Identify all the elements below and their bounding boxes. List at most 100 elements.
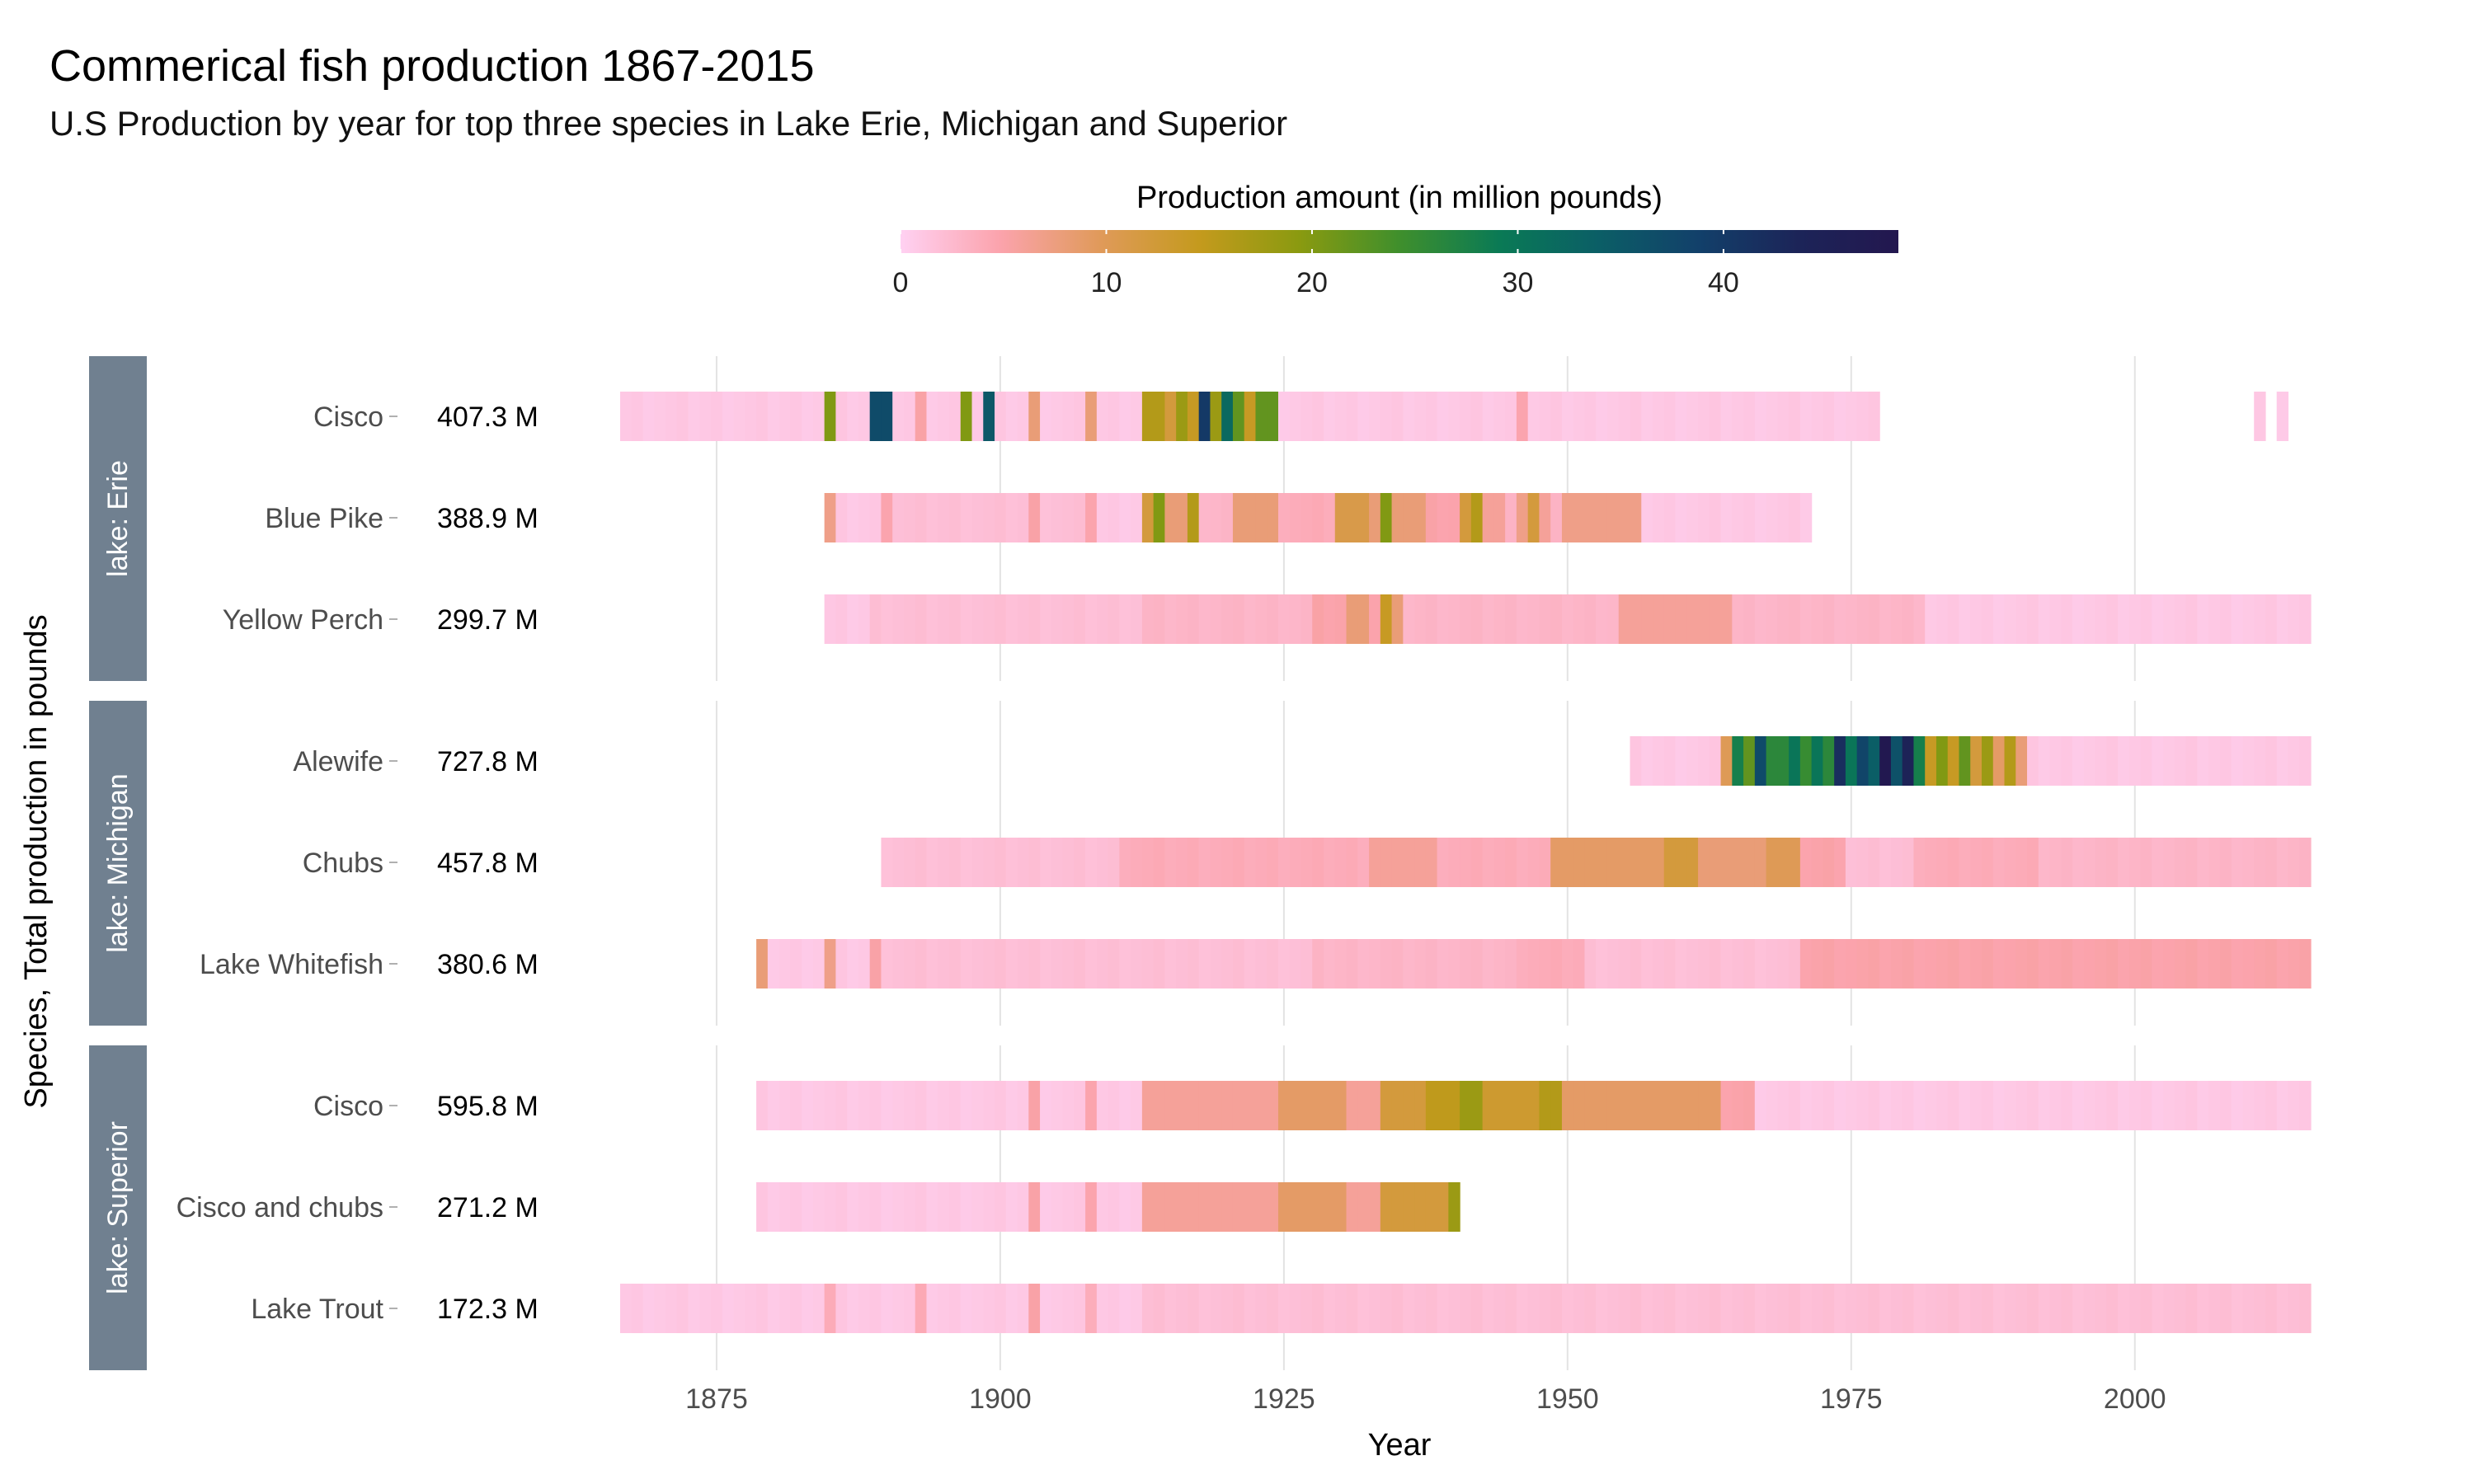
heatmap-cell bbox=[892, 392, 905, 441]
heatmap-row: Chubs 457.8 M bbox=[303, 838, 2312, 887]
heatmap-cell bbox=[1051, 1284, 1064, 1333]
heatmap-cell bbox=[1584, 594, 1597, 644]
heatmap-cell bbox=[1789, 736, 1801, 786]
heatmap-cell bbox=[1527, 838, 1540, 887]
heatmap-cell bbox=[1754, 594, 1767, 644]
legend-tick-label: 30 bbox=[1503, 267, 1534, 298]
total-production-label: 271.2 M bbox=[437, 1192, 539, 1223]
heatmap-cell bbox=[938, 1284, 950, 1333]
heatmap-cell bbox=[1085, 939, 1098, 989]
heatmap-cell bbox=[2118, 939, 2130, 989]
heatmap-cell bbox=[1414, 1182, 1427, 1232]
heatmap-cell bbox=[1879, 594, 1892, 644]
heatmap-cell bbox=[642, 392, 655, 441]
heatmap-cell bbox=[1856, 1081, 1870, 1130]
heatmap-cell bbox=[1141, 939, 1155, 989]
heatmap-cell bbox=[1732, 594, 1744, 644]
heatmap-cell bbox=[1709, 392, 1722, 441]
heatmap-cell bbox=[1005, 594, 1018, 644]
heatmap-cell bbox=[1550, 594, 1563, 644]
heatmap-cell bbox=[1630, 594, 1642, 644]
heatmap-cell bbox=[881, 594, 893, 644]
heatmap-cell bbox=[1550, 493, 1563, 542]
heatmap-cell bbox=[1131, 1182, 1143, 1232]
heatmap-cell bbox=[1823, 594, 1835, 644]
heatmap-cell bbox=[654, 392, 666, 441]
heatmap-cell bbox=[1686, 493, 1699, 542]
legend: Production amount (in million pounds) 0 1… bbox=[893, 181, 1898, 298]
heatmap-cell bbox=[2231, 594, 2244, 644]
heatmap-cell bbox=[915, 939, 928, 989]
heatmap-cell bbox=[666, 392, 678, 441]
heatmap-cell bbox=[1221, 1081, 1234, 1130]
heatmap-cell bbox=[688, 1284, 700, 1333]
heatmap-cell bbox=[812, 1284, 825, 1333]
heatmap-cell bbox=[1300, 1081, 1313, 1130]
heatmap-cell bbox=[1754, 838, 1767, 887]
heatmap-cell bbox=[1244, 838, 1257, 887]
heatmap-cell bbox=[767, 1284, 780, 1333]
heatmap-cell bbox=[1085, 493, 1098, 542]
heatmap-cell bbox=[733, 1284, 745, 1333]
heatmap-cell bbox=[1606, 1081, 1620, 1130]
heatmap-cell bbox=[1868, 838, 1880, 887]
heatmap-cell bbox=[1766, 1284, 1778, 1333]
heatmap-cell bbox=[1153, 1182, 1165, 1232]
heatmap-cell bbox=[1879, 838, 1892, 887]
species-label: Alewife bbox=[293, 746, 383, 777]
heatmap-cell bbox=[1460, 1081, 1472, 1130]
heatmap-cell bbox=[1493, 1284, 1506, 1333]
heatmap-cell bbox=[1017, 939, 1029, 989]
heatmap-cell bbox=[1221, 838, 1234, 887]
heatmap-cell bbox=[1357, 594, 1370, 644]
heatmap-cell bbox=[1176, 1081, 1188, 1130]
heatmap-cell bbox=[1277, 838, 1291, 887]
heatmap-cell bbox=[676, 392, 689, 441]
heatmap-cell bbox=[1357, 1182, 1370, 1232]
heatmap-cell bbox=[938, 1182, 950, 1232]
heatmap-cell bbox=[1040, 594, 1052, 644]
heatmap-cell bbox=[2118, 1081, 2130, 1130]
heatmap-cell bbox=[1630, 1284, 1642, 1333]
heatmap-cell bbox=[1618, 1284, 1631, 1333]
heatmap-cell bbox=[892, 1284, 905, 1333]
heatmap-cell bbox=[971, 939, 984, 989]
heatmap-cell bbox=[1630, 493, 1642, 542]
heatmap-cell bbox=[869, 392, 882, 441]
heatmap-cell bbox=[1470, 392, 1484, 441]
heatmap-cell bbox=[1663, 392, 1677, 441]
heatmap-cell bbox=[2015, 939, 2028, 989]
heatmap-cell bbox=[2049, 736, 2062, 786]
heatmap-cell bbox=[1573, 493, 1586, 542]
species-label: Blue Pike bbox=[265, 503, 383, 534]
heatmap-cell bbox=[1153, 594, 1165, 644]
heatmap-cell bbox=[948, 493, 962, 542]
heatmap-cell bbox=[1108, 1284, 1120, 1333]
heatmap-cell bbox=[1698, 493, 1710, 542]
heatmap-cell bbox=[1584, 838, 1597, 887]
heatmap-cell bbox=[745, 392, 757, 441]
heatmap-cell bbox=[1766, 493, 1778, 542]
heatmap-cell bbox=[2174, 1081, 2187, 1130]
heatmap-cell bbox=[1289, 939, 1302, 989]
heatmap-cell bbox=[1403, 1182, 1415, 1232]
heatmap-cell bbox=[1346, 493, 1358, 542]
heatmap-cell bbox=[1346, 1081, 1358, 1130]
heatmap-cell bbox=[2106, 939, 2119, 989]
heatmap-cell bbox=[1425, 594, 1438, 644]
heatmap-cell bbox=[2197, 594, 2209, 644]
heatmap-cell bbox=[2106, 1284, 2119, 1333]
heatmap-cell bbox=[1516, 838, 1529, 887]
heatmap-cell bbox=[2083, 736, 2096, 786]
heatmap-cell bbox=[1119, 838, 1131, 887]
heatmap-cell bbox=[2015, 838, 2028, 887]
heatmap-cell bbox=[1051, 838, 1064, 887]
heatmap-cell bbox=[1959, 939, 1971, 989]
heatmap-cell bbox=[1935, 1284, 1949, 1333]
panel-strip-label: lake: Superior bbox=[102, 1121, 134, 1294]
heatmap-cell bbox=[722, 392, 735, 441]
heatmap-cell bbox=[1108, 939, 1120, 989]
heatmap-cell bbox=[1868, 1081, 1880, 1130]
heatmap-cell bbox=[1890, 1284, 1903, 1333]
heatmap-cell bbox=[915, 392, 928, 441]
